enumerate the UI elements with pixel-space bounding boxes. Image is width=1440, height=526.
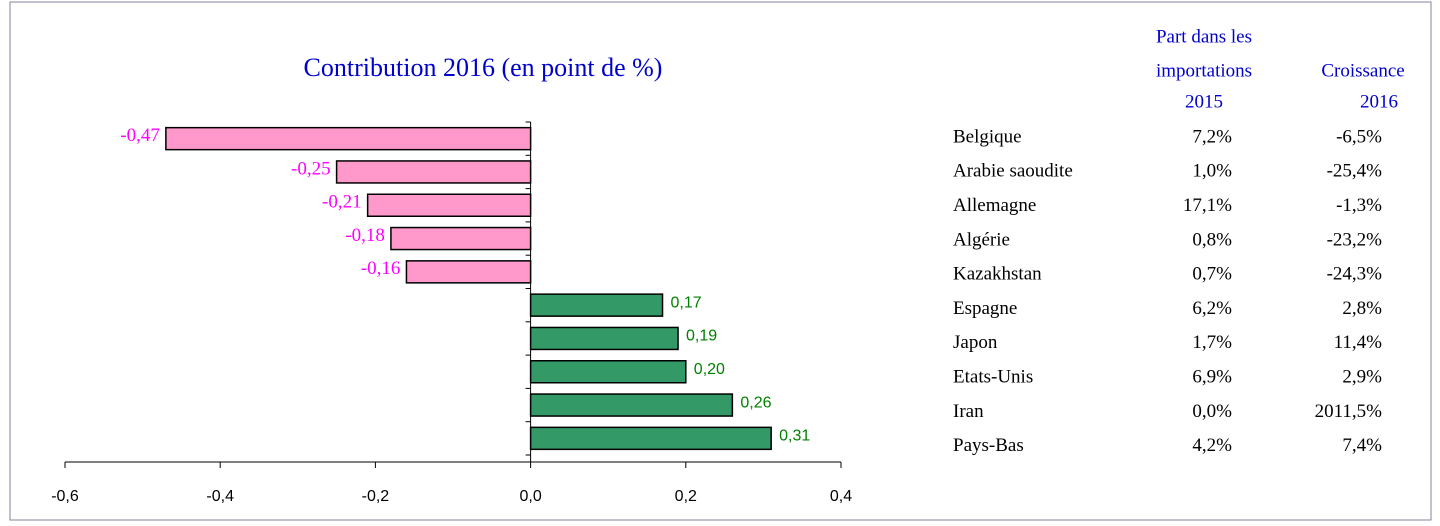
bar (335, 160, 532, 184)
table-cell: 2011,5% (1315, 401, 1383, 422)
table-cell: 2,9% (1342, 366, 1382, 387)
table-cell: 7,4% (1342, 435, 1382, 456)
table-cell: 11,4% (1334, 332, 1383, 353)
table-cell: 4,2% (1192, 435, 1232, 456)
value-label: -0,18 (345, 225, 385, 246)
value-label: 0,26 (740, 394, 771, 411)
table-cell: -1,3% (1336, 195, 1382, 216)
bar (366, 193, 532, 217)
x-tick-label: 0,2 (675, 488, 697, 505)
table-cell: 0,0% (1192, 401, 1232, 422)
table-cell: Allemagne (953, 195, 1036, 216)
bar (165, 126, 532, 151)
table-header: 2016 (1360, 91, 1398, 112)
chart-title: Contribution 2016 (en point de %) (304, 53, 663, 82)
table-cell: Japon (953, 332, 998, 353)
table-cell: Algérie (953, 229, 1010, 250)
table-cell: Belgique (953, 126, 1022, 147)
table-cell: 2,8% (1342, 298, 1382, 319)
bar (390, 226, 532, 251)
value-label: -0,25 (291, 158, 331, 179)
value-label: 0,31 (779, 428, 810, 445)
bar (529, 293, 664, 317)
table-cell: -25,4% (1327, 161, 1383, 182)
table-cell: -24,3% (1327, 264, 1383, 285)
x-tick-label: 0,0 (519, 488, 541, 505)
table-cell: -23,2% (1327, 229, 1383, 250)
table-cell: 1,0% (1192, 161, 1232, 182)
table-cell: Iran (953, 401, 984, 422)
table-cell: 17,1% (1183, 195, 1232, 216)
table-cell: 6,2% (1192, 298, 1232, 319)
table-cell: Kazakhstan (953, 264, 1042, 285)
table-cell: -6,5% (1336, 126, 1382, 147)
table-cell: Etats-Unis (953, 366, 1033, 387)
table-header: Part dans les (1156, 26, 1252, 47)
table-header: 2015 (1185, 91, 1223, 112)
bar (529, 360, 687, 384)
table-cell: 6,9% (1192, 366, 1232, 387)
bar (529, 393, 734, 417)
table-cell: Espagne (953, 298, 1017, 319)
bar (529, 326, 679, 351)
table-header: Croissance (1321, 60, 1404, 81)
table-cell: 0,7% (1192, 264, 1232, 285)
table-cell: 0,8% (1192, 229, 1232, 250)
value-label: 0,20 (694, 361, 725, 378)
value-label: 0,19 (686, 328, 717, 345)
value-label: 0,17 (671, 294, 702, 311)
x-tick-label: -0,2 (362, 488, 390, 505)
bar (529, 426, 772, 451)
table-cell: 1,7% (1192, 332, 1232, 353)
value-label: -0,21 (322, 192, 362, 213)
x-tick-label: 0,4 (830, 488, 852, 505)
x-tick-label: -0,4 (206, 488, 234, 505)
table-cell: Arabie saoudite (953, 161, 1073, 182)
x-tick-label: -0,6 (51, 488, 79, 505)
value-label: -0,16 (361, 258, 401, 279)
table-cell: Pays-Bas (953, 435, 1024, 456)
value-label: -0,47 (120, 125, 160, 146)
bar (405, 260, 532, 284)
table-header: importations (1156, 60, 1252, 81)
table-cell: 7,2% (1192, 126, 1232, 147)
